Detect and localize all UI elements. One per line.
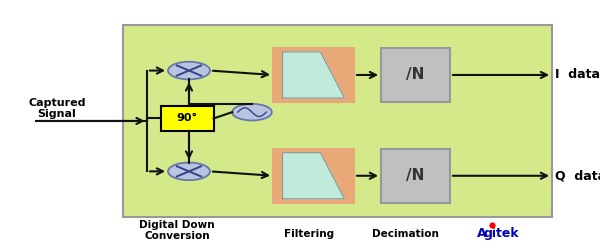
Bar xyxy=(273,48,354,102)
Bar xyxy=(273,48,354,102)
Bar xyxy=(273,149,354,203)
Text: Filtering: Filtering xyxy=(284,229,334,239)
Text: I  data: I data xyxy=(555,69,600,81)
Circle shape xyxy=(168,62,210,79)
Text: Q  data: Q data xyxy=(555,169,600,182)
Bar xyxy=(381,149,450,203)
Text: /N: /N xyxy=(406,168,425,183)
Text: A: A xyxy=(477,227,487,240)
Text: Captured
Signal: Captured Signal xyxy=(28,98,86,119)
Bar xyxy=(273,149,354,203)
Circle shape xyxy=(168,163,210,180)
Bar xyxy=(381,48,450,102)
Bar xyxy=(123,25,552,217)
Bar xyxy=(161,106,214,131)
Circle shape xyxy=(232,104,272,120)
Text: 90°: 90° xyxy=(176,113,198,123)
Text: Digital Down
Conversion: Digital Down Conversion xyxy=(139,220,215,241)
Text: Decimation: Decimation xyxy=(371,229,439,239)
Text: /N: /N xyxy=(406,68,425,82)
Polygon shape xyxy=(283,52,344,98)
Polygon shape xyxy=(283,153,344,199)
Text: gitek: gitek xyxy=(484,227,519,240)
